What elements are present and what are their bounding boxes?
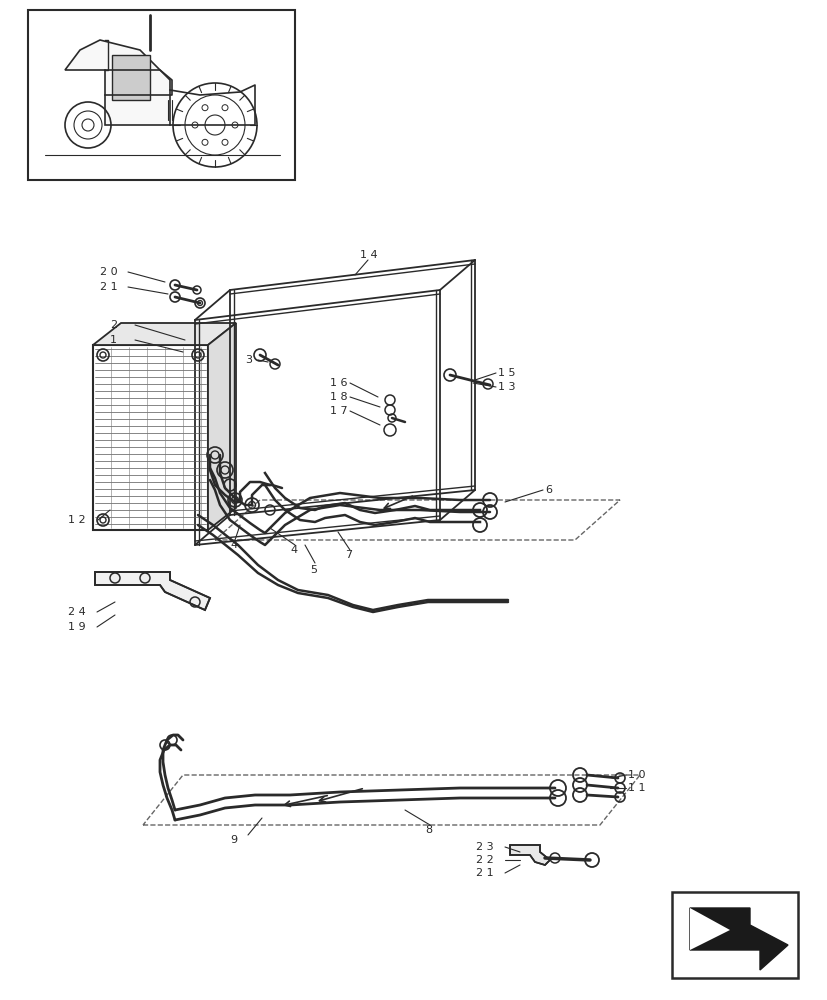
Text: 1 1: 1 1: [627, 783, 645, 793]
Text: 6: 6: [544, 485, 552, 495]
Text: 2 0: 2 0: [100, 267, 117, 277]
Polygon shape: [95, 572, 210, 610]
Polygon shape: [208, 323, 236, 530]
Text: 2 3: 2 3: [476, 842, 493, 852]
Polygon shape: [689, 908, 729, 950]
Polygon shape: [93, 345, 208, 530]
Text: 1 8: 1 8: [330, 392, 347, 402]
Text: 1 4: 1 4: [360, 250, 377, 260]
Text: 9: 9: [230, 835, 237, 845]
Text: 8: 8: [424, 825, 432, 835]
Polygon shape: [689, 908, 787, 970]
Text: 1 2: 1 2: [68, 515, 85, 525]
Text: 2: 2: [110, 320, 117, 330]
Text: 3: 3: [245, 355, 251, 365]
Text: 1 3: 1 3: [497, 382, 515, 392]
Text: 4: 4: [289, 545, 297, 555]
Text: 1: 1: [110, 335, 117, 345]
Text: 1 0: 1 0: [627, 770, 645, 780]
Text: 1 7: 1 7: [330, 406, 347, 416]
Polygon shape: [112, 55, 150, 100]
Text: 2 1: 2 1: [476, 868, 493, 878]
Text: 2 2: 2 2: [476, 855, 493, 865]
Polygon shape: [93, 323, 236, 345]
Text: 5: 5: [309, 565, 317, 575]
Text: 1 9: 1 9: [68, 622, 85, 632]
Text: 1 5: 1 5: [497, 368, 515, 378]
Text: 2 4: 2 4: [68, 607, 86, 617]
Polygon shape: [509, 845, 549, 865]
Text: 1 6: 1 6: [330, 378, 347, 388]
Polygon shape: [28, 10, 294, 180]
Polygon shape: [65, 40, 170, 125]
Text: 4: 4: [230, 540, 237, 550]
Text: 2 1: 2 1: [100, 282, 117, 292]
Polygon shape: [672, 892, 797, 978]
Text: 7: 7: [345, 550, 351, 560]
